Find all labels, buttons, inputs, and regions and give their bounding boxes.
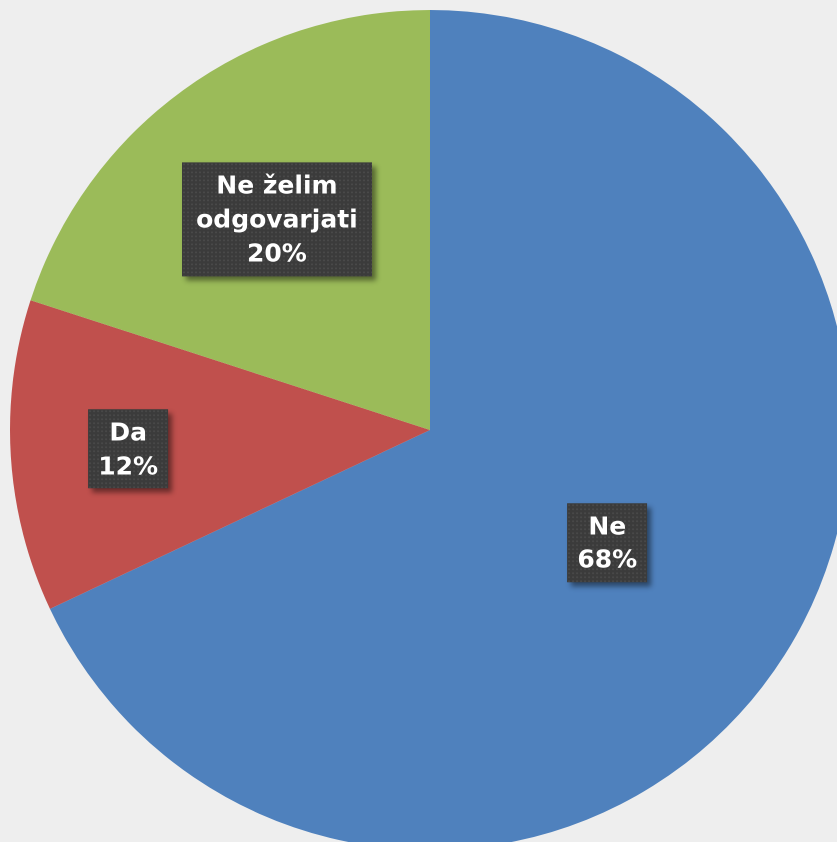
label-value: 12% xyxy=(98,450,159,480)
label-value: 20% xyxy=(247,238,307,268)
pie-slice xyxy=(49,10,837,842)
data-label: Ne želim odgovarjati 20% xyxy=(181,162,372,276)
label-category: Ne želim odgovarjati xyxy=(196,170,358,234)
pie-slice xyxy=(9,300,430,609)
label-value: 68% xyxy=(577,544,638,574)
data-label: Da 12% xyxy=(88,409,169,489)
label-category: Ne xyxy=(588,510,627,540)
label-category: Da xyxy=(109,417,147,447)
data-label: Ne 68% xyxy=(567,502,648,583)
